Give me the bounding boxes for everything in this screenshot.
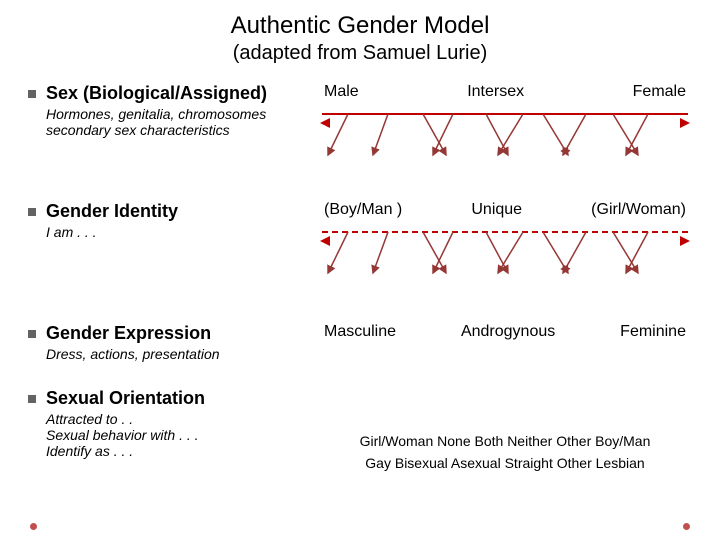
- labels-sex: Male Intersex Female: [318, 83, 692, 101]
- label-mid: Androgynous: [461, 323, 555, 341]
- heading-expression: Gender Expression: [28, 323, 318, 344]
- page-subtitle: (adapted from Samuel Lurie): [28, 42, 692, 65]
- label-mid: Unique: [471, 201, 522, 219]
- section-identity: Gender Identity I am . . . (Boy/Man ) Un…: [28, 201, 692, 283]
- label-left: Masculine: [324, 323, 396, 341]
- subtext-sex: Hormones, genitalia, chromosomes seconda…: [46, 106, 318, 138]
- heading-sex: Sex (Biological/Assigned): [28, 83, 318, 104]
- subtext-orientation-3: Identify as . . .: [46, 443, 318, 459]
- footer-dots: [30, 523, 690, 530]
- section-sex: Sex (Biological/Assigned) Hormones, geni…: [28, 83, 692, 165]
- heading-identity: Gender Identity: [28, 201, 318, 222]
- section-orientation: Sexual Orientation Attracted to . . Sexu…: [28, 388, 692, 475]
- heading-text: Sexual Orientation: [46, 388, 205, 409]
- heading-text: Gender Identity: [46, 201, 178, 222]
- heading-text: Gender Expression: [46, 323, 211, 344]
- spectrum-identity: [318, 223, 692, 283]
- subtext-expression: Dress, actions, presentation: [46, 346, 318, 362]
- diag-arrows-identity: [318, 223, 692, 283]
- label-left: (Boy/Man ): [324, 201, 402, 219]
- heading-text: Sex (Biological/Assigned): [46, 83, 267, 104]
- labels-expression: Masculine Androgynous Feminine: [318, 323, 692, 341]
- label-right: Feminine: [620, 323, 686, 341]
- orientation-values: Girl/Woman None Both Neither Other Boy/M…: [318, 430, 692, 475]
- bullet-icon: [28, 208, 36, 216]
- page-title: Authentic Gender Model: [28, 12, 692, 40]
- dot-icon: [30, 523, 37, 530]
- subtext-orientation-1: Attracted to . .: [46, 411, 318, 427]
- labels-identity: (Boy/Man ) Unique (Girl/Woman): [318, 201, 692, 219]
- orientation-line-2: Gay Bisexual Asexual Straight Other Lesb…: [318, 452, 692, 474]
- bullet-icon: [28, 330, 36, 338]
- section-expression: Gender Expression Dress, actions, presen…: [28, 323, 692, 362]
- spectrum-sex: [318, 105, 692, 165]
- label-right: (Girl/Woman): [591, 201, 686, 219]
- subtext-identity: I am . . .: [46, 224, 318, 240]
- bullet-icon: [28, 90, 36, 98]
- label-left: Male: [324, 83, 359, 101]
- label-right: Female: [633, 83, 686, 101]
- orientation-line-1: Girl/Woman None Both Neither Other Boy/M…: [318, 430, 692, 452]
- dot-icon: [683, 523, 690, 530]
- label-mid: Intersex: [467, 83, 524, 101]
- subtext-orientation-2: Sexual behavior with . . .: [46, 427, 318, 443]
- bullet-icon: [28, 395, 36, 403]
- diag-arrows-sex: [318, 105, 692, 165]
- heading-orientation: Sexual Orientation: [28, 388, 318, 409]
